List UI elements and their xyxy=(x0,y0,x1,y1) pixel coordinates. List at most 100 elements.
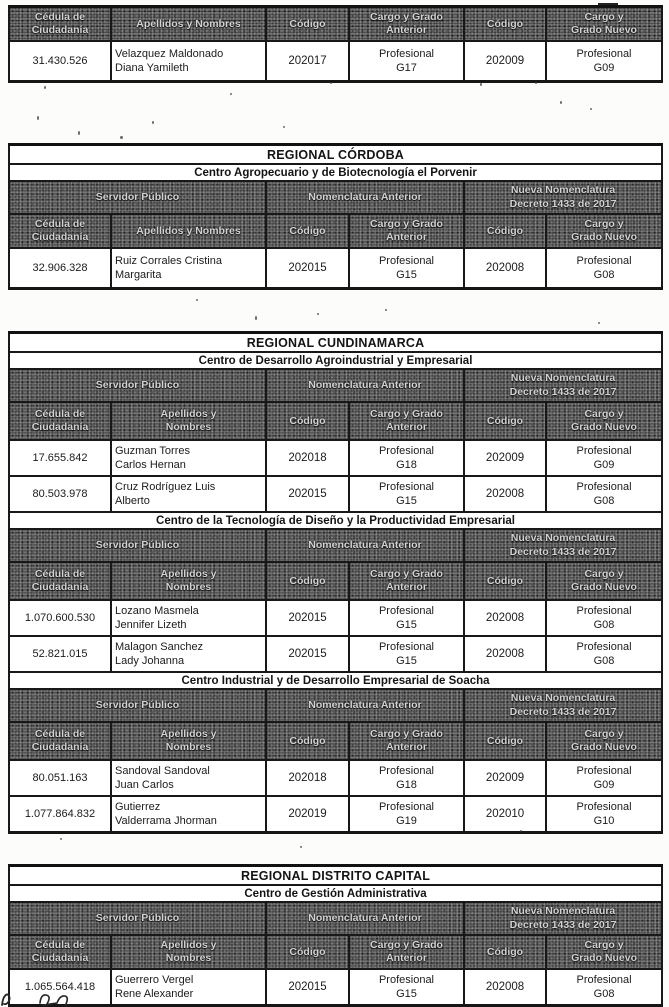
cell-nombre: Malagon Sanchez Lady Johanna xyxy=(110,635,267,673)
cell-codigo-nuevo: 202008 xyxy=(463,247,547,290)
column-header-codigo-nuevo: Código xyxy=(463,5,547,42)
center-subtitle: Centro de la Tecnología de Diseño y la P… xyxy=(7,511,664,530)
scan-noise-dot xyxy=(590,108,592,110)
cell-cedula: 52.821.015 xyxy=(8,635,112,673)
cell-nombre: Velazquez Maldonado Diana Yamileth xyxy=(110,40,267,83)
group-header-row: Servidor Público Nomenclatura Anterior N… xyxy=(8,368,664,403)
cell-codigo-nuevo: 202010 xyxy=(463,795,547,834)
cell-cargo-anterior: Profesional G18 xyxy=(348,439,465,477)
table-row: 1.077.864.832 Gutierrez Valderrama Jhorm… xyxy=(8,795,664,834)
cell-codigo-nuevo: 202009 xyxy=(463,439,547,477)
column-header-codigo-anterior: Código xyxy=(265,561,350,601)
regional-title-row: REGIONAL DISTRITO CAPITAL xyxy=(7,864,664,886)
column-header-cargo-nuevo: Cargo y Grado Nuevo xyxy=(545,5,663,42)
scan-noise-dot xyxy=(598,322,600,324)
scan-noise-dot xyxy=(560,101,562,104)
center-subtitle-row: Centro Agropecuario y de Biotecnología e… xyxy=(7,163,664,182)
cell-cargo-anterior: Profesional G15 xyxy=(348,247,465,290)
handwritten-signature-mark xyxy=(1,993,70,1006)
cell-codigo-anterior: 202015 xyxy=(265,635,350,673)
column-header-row: Cédula de Ciudadanía Apellidos y Nombres… xyxy=(8,561,664,601)
cell-codigo-nuevo: 202008 xyxy=(463,475,547,513)
cell-cargo-anterior: Profesional G15 xyxy=(348,968,465,1007)
scan-noise-dot xyxy=(78,131,80,135)
cell-cargo-nuevo: Profesional G09 xyxy=(544,439,664,477)
cell-cedula: 80.503.978 xyxy=(8,475,112,513)
column-header-cedula: Cédula de Ciudadanía xyxy=(8,934,112,970)
group-header-nomenclatura-anterior: Nomenclatura Anterior xyxy=(265,901,465,936)
cell-cargo-nuevo: Profesional G08 xyxy=(544,475,664,513)
group-header-nomenclatura-anterior: Nomenclatura Anterior xyxy=(265,368,465,403)
scan-noise-dot xyxy=(196,299,198,301)
cell-codigo-anterior: 202019 xyxy=(265,795,350,834)
column-header-cargo-anterior: Cargo y Grado Anterior xyxy=(348,934,465,970)
table-row: 32.906.328 Ruiz Corrales Cristina Margar… xyxy=(8,247,664,290)
column-header-codigo-anterior: Código xyxy=(265,934,350,970)
column-header-cedula: Cédula de Ciudadanía xyxy=(8,561,112,601)
center-subtitle-row: Centro de Gestión Administrativa xyxy=(7,884,664,903)
cell-codigo-nuevo: 202009 xyxy=(463,759,547,797)
cell-cedula: 1.070.600.530 xyxy=(8,599,112,637)
cell-cargo-anterior: Profesional G19 xyxy=(348,795,465,834)
cell-cargo-anterior: Profesional G15 xyxy=(348,635,465,673)
column-header-codigo-nuevo: Código xyxy=(463,213,547,249)
cell-cedula: 1.077.864.832 xyxy=(8,795,112,834)
group-header-servidor-publico: Servidor Público xyxy=(8,528,267,563)
cell-cargo-nuevo: Profesional G08 xyxy=(544,247,664,290)
group-header-nomenclatura-anterior: Nomenclatura Anterior xyxy=(265,180,465,215)
scan-noise-dot xyxy=(480,83,482,86)
cell-codigo-anterior: 202017 xyxy=(265,40,350,83)
cell-cargo-nuevo: Profesional G08 xyxy=(544,599,664,637)
table-row: 52.821.015 Malagon Sanchez Lady Johanna … xyxy=(8,635,664,673)
column-header-cedula: Cédula de Ciudadanía xyxy=(8,213,112,249)
group-header-nueva-nomenclatura: Nueva Nomenclatura Decreto 1433 de 2017 xyxy=(462,528,664,563)
scan-noise-dot xyxy=(44,86,46,89)
cell-cargo-nuevo: Profesional G09 xyxy=(544,759,664,797)
group-header-nueva-nomenclatura: Nueva Nomenclatura Decreto 1433 de 2017 xyxy=(462,688,664,723)
column-header-cedula: Cédula de Ciudadanía xyxy=(8,401,112,441)
column-header-cargo-anterior: Cargo y Grado Anterior xyxy=(348,401,465,441)
table-row: 17.655.842 Guzman Torres Carlos Hernan 2… xyxy=(8,439,664,477)
column-header-apellidos: Apellidos y Nombres xyxy=(110,934,267,970)
cell-cargo-nuevo: Profesional G08 xyxy=(544,635,664,673)
table-row: 31.430.526 Velazquez Maldonado Diana Yam… xyxy=(8,40,663,83)
column-header-row: Cédula de Ciudadanía Apellidos y Nombres… xyxy=(8,213,664,249)
regional-title: REGIONAL CÓRDOBA xyxy=(7,143,664,165)
table-row: 1.070.600.530 Lozano Masmela Jennifer Li… xyxy=(8,599,664,637)
cell-cargo-nuevo: Profesional G09 xyxy=(545,40,663,83)
column-header-codigo-nuevo: Código xyxy=(463,721,547,761)
column-header-apellidos: Apellidos y Nombres xyxy=(110,721,267,761)
group-header-nueva-nomenclatura: Nueva Nomenclatura Decreto 1433 de 2017 xyxy=(462,368,664,403)
column-header-apellidos: Apellidos y Nombres xyxy=(110,213,267,249)
column-header-codigo-nuevo: Código xyxy=(463,401,547,441)
cell-cedula: 1.065.564.418 xyxy=(8,968,112,1007)
cell-cargo-nuevo: Profesional G08 xyxy=(544,968,664,1007)
cell-cedula: 17.655.842 xyxy=(8,439,112,477)
column-header-cargo-anterior: Cargo y Grado Anterior xyxy=(348,213,465,249)
scan-noise-dot xyxy=(230,93,232,95)
column-header-row: Cédula de Ciudadanía Apellidos y Nombres… xyxy=(8,5,663,42)
column-header-cargo-nuevo: Cargo y Grado Nuevo xyxy=(544,213,664,249)
cell-cargo-anterior: Profesional G15 xyxy=(348,599,465,637)
table-row: 1.065.564.418 Guerrero Vergel Rene Alexa… xyxy=(8,968,664,1007)
table-regional-cundinamarca: REGIONAL CUNDINAMARCA Centro de Desarrol… xyxy=(7,331,664,834)
group-header-servidor-publico: Servidor Público xyxy=(8,688,267,723)
cell-nombre: Gutierrez Valderrama Jhorman xyxy=(110,795,267,834)
group-header-nomenclatura-anterior: Nomenclatura Anterior xyxy=(265,528,465,563)
column-header-codigo-anterior: Código xyxy=(265,721,350,761)
group-header-nueva-nomenclatura: Nueva Nomenclatura Decreto 1433 de 2017 xyxy=(462,901,664,936)
column-header-codigo-nuevo: Código xyxy=(463,934,547,970)
scan-noise-dot xyxy=(330,82,332,84)
cell-codigo-nuevo: 202008 xyxy=(463,635,547,673)
table-row: 80.051.163 Sandoval Sandoval Juan Carlos… xyxy=(8,759,664,797)
column-header-cargo-nuevo: Cargo y Grado Nuevo xyxy=(544,721,664,761)
cell-codigo-anterior: 202018 xyxy=(265,759,350,797)
scan-noise-dot xyxy=(300,846,302,848)
table-regional-cordoba: REGIONAL CÓRDOBA Centro Agropecuario y d… xyxy=(7,143,664,290)
group-header-servidor-publico: Servidor Público xyxy=(8,180,267,215)
scan-noise-dot xyxy=(283,126,285,128)
scan-noise-dot xyxy=(385,309,387,311)
center-subtitle-row: Centro de la Tecnología de Diseño y la P… xyxy=(7,511,664,530)
center-subtitle-row: Centro de Desarrollo Agroindustrial y Em… xyxy=(7,351,664,370)
cell-nombre: Ruiz Corrales Cristina Margarita xyxy=(110,247,267,290)
